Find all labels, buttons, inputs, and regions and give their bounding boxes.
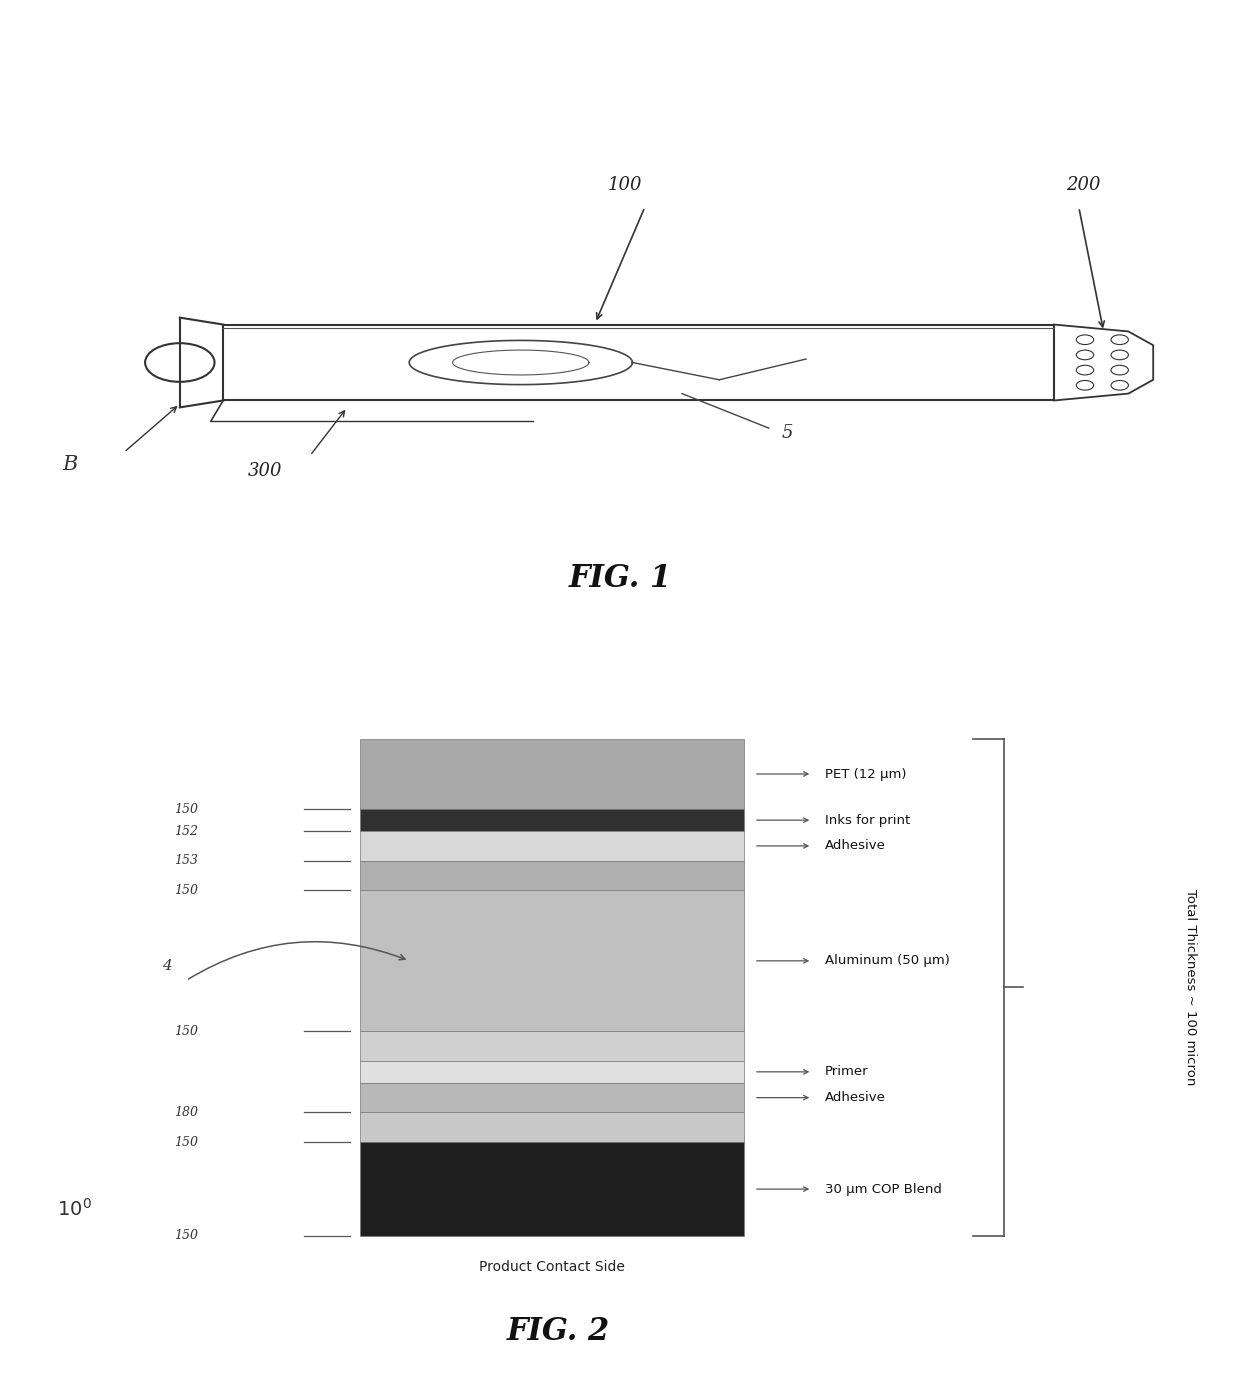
Text: 150: 150 (174, 884, 198, 898)
Bar (360, 1061, 744, 1083)
Bar (360, 860, 744, 891)
Text: Product Contact Side: Product Contact Side (479, 1259, 625, 1275)
Text: Inks for print: Inks for print (825, 813, 910, 827)
Text: Primer: Primer (825, 1065, 868, 1079)
Text: FIG. 1: FIG. 1 (568, 563, 672, 594)
Text: 5: 5 (781, 424, 792, 442)
Text: 30 μm COP Blend: 30 μm COP Blend (825, 1182, 941, 1196)
Bar (360, 739, 744, 809)
Bar (360, 1113, 744, 1142)
Text: 150: 150 (174, 802, 198, 816)
Text: 300: 300 (248, 463, 283, 481)
Text: Total Thickness ~ 100 micron: Total Thickness ~ 100 micron (1184, 889, 1197, 1085)
Bar (360, 809, 744, 831)
Bar (360, 1083, 744, 1113)
Text: Aluminum (50 μm): Aluminum (50 μm) (825, 954, 950, 967)
Text: 152: 152 (174, 824, 198, 837)
Text: $\mathit{10}^{\mathit{0}}$: $\mathit{10}^{\mathit{0}}$ (57, 1197, 92, 1219)
Bar (360, 1142, 744, 1236)
Bar (360, 891, 744, 1032)
Text: 100: 100 (608, 175, 642, 193)
Text: 150: 150 (174, 1229, 198, 1243)
Text: Adhesive: Adhesive (825, 1091, 885, 1105)
Text: 150: 150 (174, 1025, 198, 1037)
Text: 150: 150 (174, 1135, 198, 1149)
Bar (360, 831, 744, 860)
Text: 4: 4 (162, 960, 172, 974)
Bar (360, 1032, 744, 1061)
Text: 180: 180 (174, 1106, 198, 1119)
Text: 200: 200 (1066, 175, 1101, 193)
Text: B: B (62, 454, 77, 474)
Text: 153: 153 (174, 855, 198, 867)
Text: FIG. 2: FIG. 2 (506, 1316, 610, 1346)
Text: PET (12 μm): PET (12 μm) (825, 768, 906, 780)
Text: Adhesive: Adhesive (825, 840, 885, 852)
